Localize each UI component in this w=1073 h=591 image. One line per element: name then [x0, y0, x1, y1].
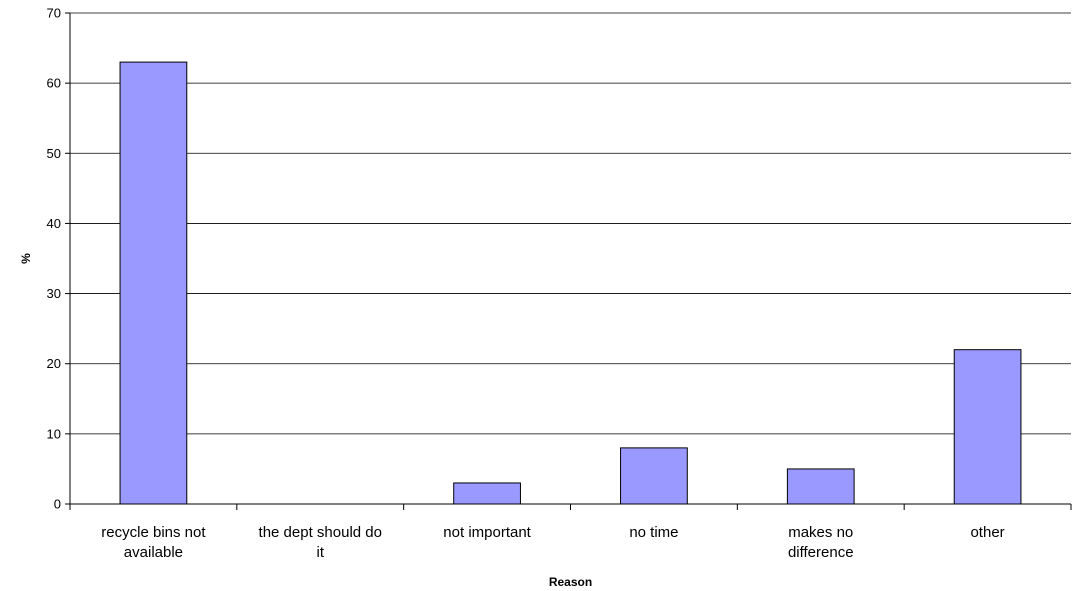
x-tick-label: other: [970, 524, 1004, 541]
y-tick-labels: 0 10 20 30 40 50 60 70: [47, 6, 61, 512]
y-tick-label: 10: [47, 426, 61, 441]
axes: [65, 12, 1072, 510]
y-tick-label: 50: [47, 146, 61, 161]
bar: [453, 482, 521, 505]
x-tick-labels: recycle bins not available the dept should…: [101, 524, 1004, 561]
x-axis-title: Reason: [549, 575, 592, 589]
x-tick-label: not important: [443, 524, 531, 541]
y-tick-label: 0: [54, 497, 61, 512]
bar: [953, 349, 1022, 505]
x-tick-label: difference: [788, 544, 854, 561]
x-tick-label: it: [317, 544, 325, 561]
y-tick-label: 70: [47, 6, 61, 21]
x-tick-label: recycle bins not: [101, 524, 206, 541]
y-tick-label: 20: [47, 356, 61, 371]
y-tick-label: 30: [47, 286, 61, 301]
gridlines: [70, 12, 1071, 435]
bar: [119, 61, 188, 505]
y-tick-label: 40: [47, 216, 61, 231]
bar: [620, 447, 688, 505]
bars: [119, 61, 1022, 505]
x-tick-label: the dept should do: [259, 524, 382, 541]
x-tick-label: available: [124, 544, 183, 561]
y-tick-label: 60: [47, 76, 61, 91]
bar: [786, 468, 855, 505]
x-tick-label: no time: [629, 524, 678, 541]
x-tick-label: makes no: [788, 524, 853, 541]
y-axis-title: %: [19, 253, 33, 264]
